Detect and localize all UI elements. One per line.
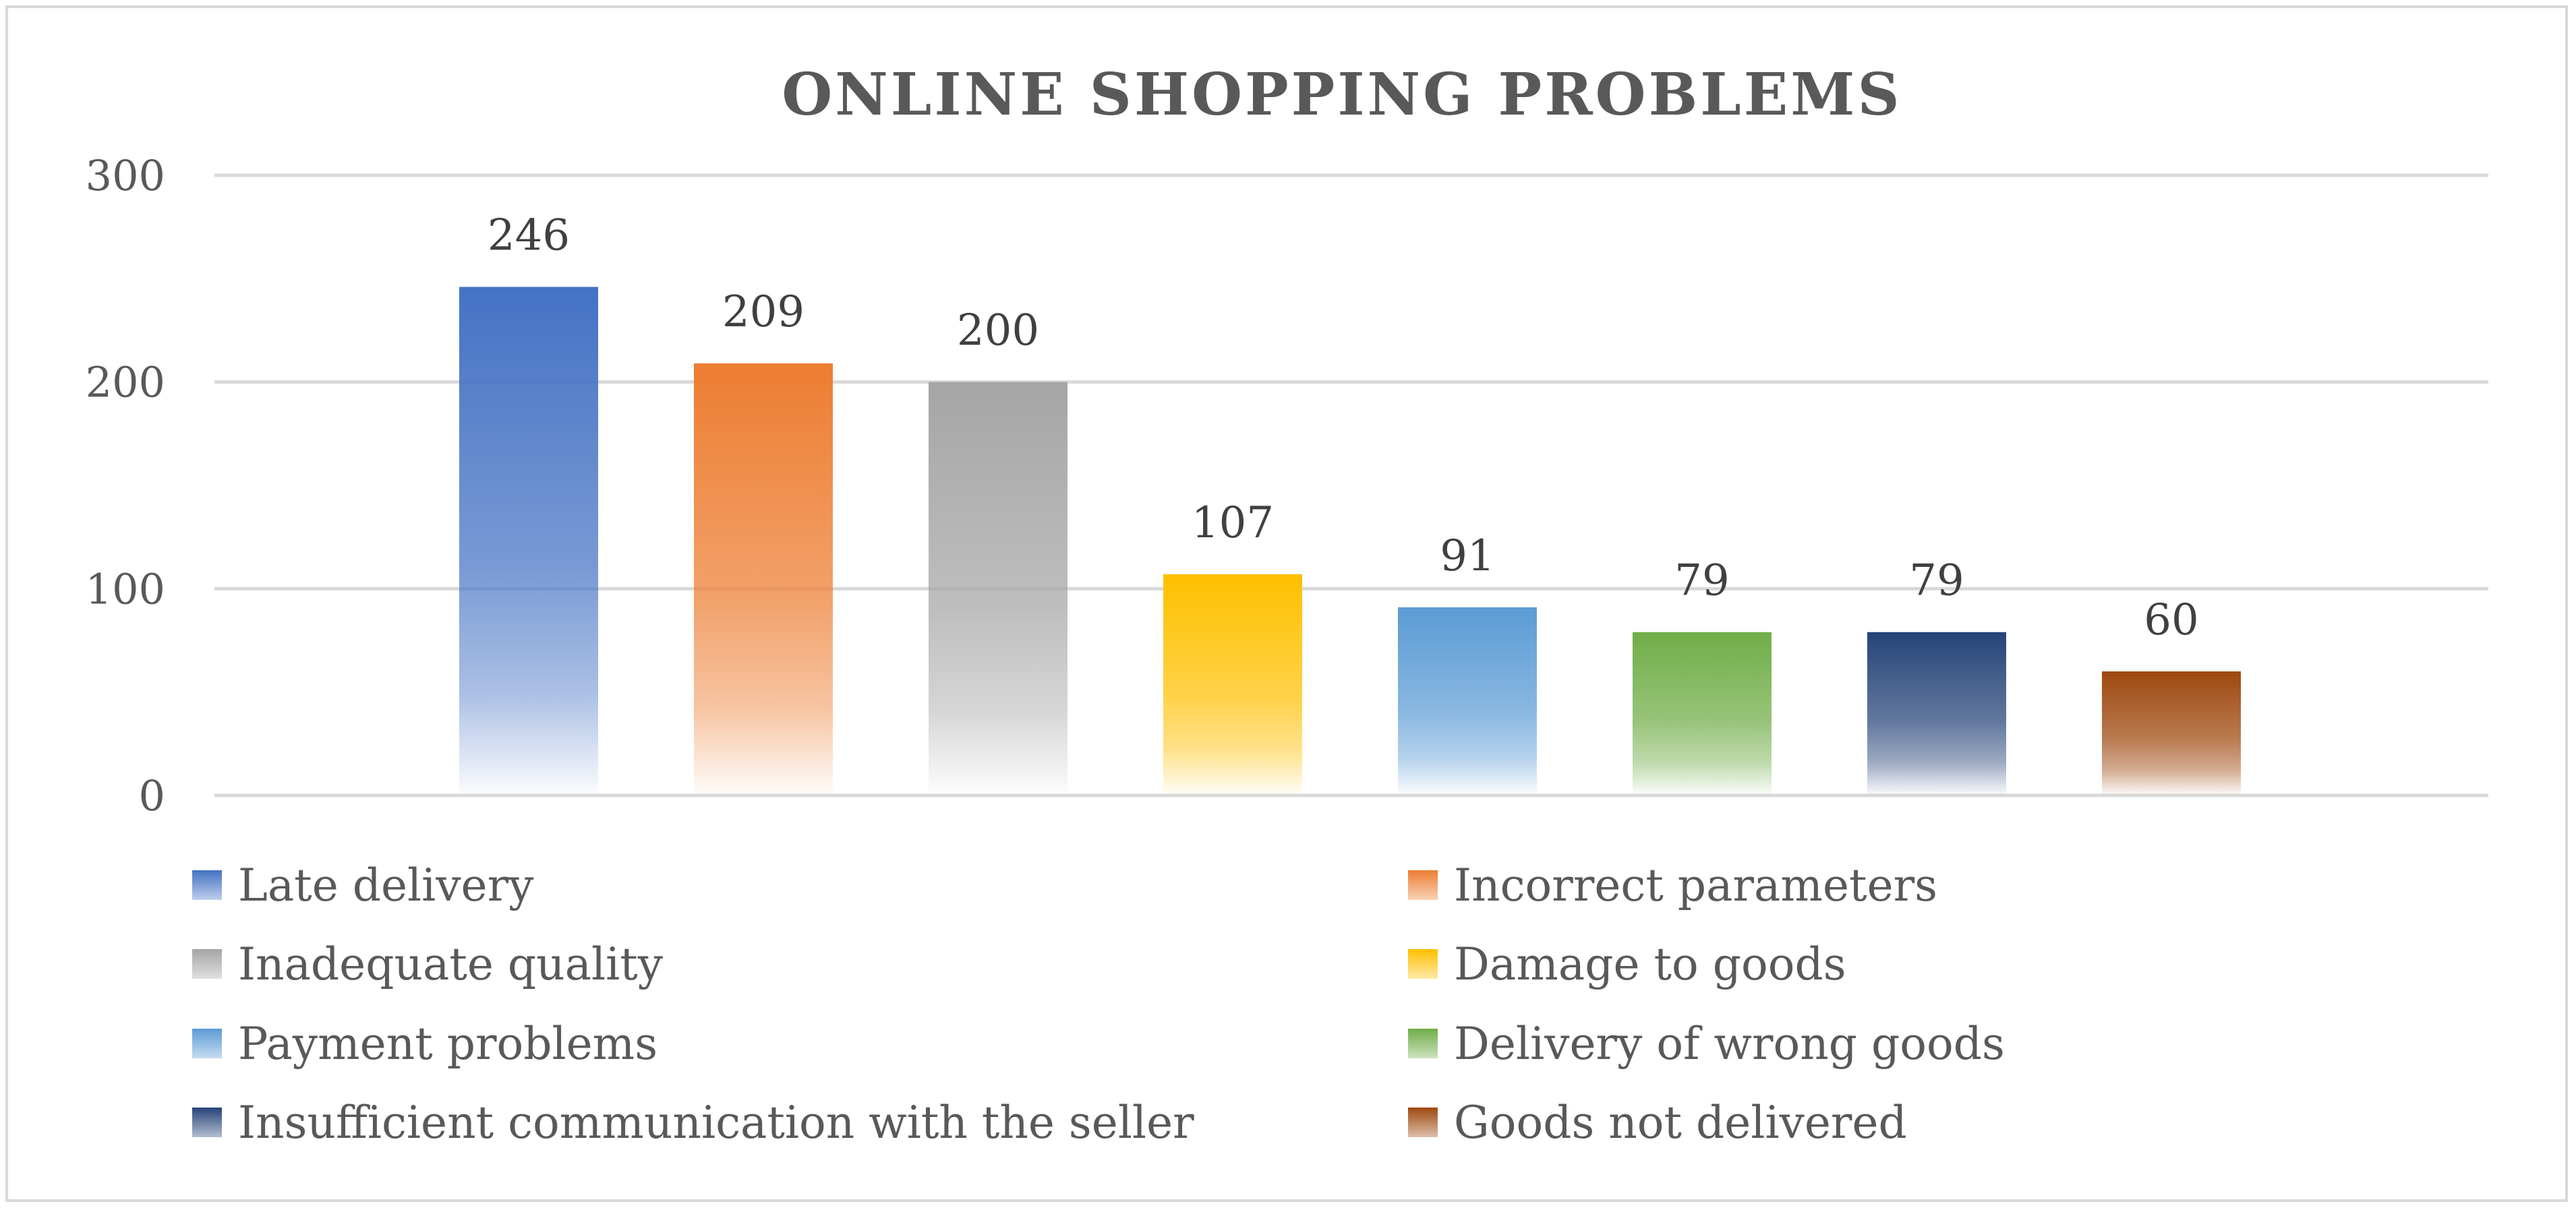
data-label: 200	[957, 306, 1039, 356]
data-labels: 246 209 200 107 91 79 79 60	[488, 211, 2199, 645]
legend-label: Insufficient communication with the sell…	[238, 1097, 1194, 1149]
chart-title: ONLINE SHOPPING PROBLEMS	[782, 61, 1902, 129]
data-label: 79	[1909, 556, 1964, 606]
bar-insufficient-communication-with-the-seller	[1867, 632, 2006, 795]
bar-payment-problems	[1398, 607, 1537, 795]
y-tick-label: 200	[86, 358, 165, 407]
y-tick-label: 0	[139, 771, 165, 820]
data-label: 60	[2144, 595, 2198, 645]
bar-damage-to-goods	[1163, 574, 1302, 795]
legend-item: Late delivery	[192, 859, 534, 911]
legend-swatch	[192, 1029, 222, 1058]
data-label: 246	[488, 211, 570, 261]
bar-goods-not-delivered	[2102, 671, 2241, 795]
legend-swatch	[1408, 1029, 1438, 1058]
y-tick-label: 100	[86, 564, 165, 613]
legend-item: Insufficient communication with the sell…	[192, 1097, 1194, 1149]
legend-label: Payment problems	[238, 1018, 657, 1070]
legend-swatch	[1408, 949, 1438, 979]
y-tick-label: 300	[86, 151, 165, 200]
bar-late-delivery	[459, 286, 598, 796]
legend-item: Incorrect parameters	[1408, 859, 1937, 911]
legend: Late delivery Incorrect parameters Inadequ…	[192, 859, 2005, 1149]
data-label: 91	[1440, 531, 1494, 581]
legend-label: Goods not delivered	[1454, 1097, 1907, 1149]
legend-swatch	[192, 870, 222, 900]
data-label: 209	[722, 287, 804, 337]
y-axis: 0 100 200 300	[86, 151, 165, 820]
bar-incorrect-parameters	[694, 363, 833, 795]
legend-label: Incorrect parameters	[1454, 859, 1937, 911]
legend-swatch	[1408, 870, 1438, 900]
data-label: 107	[1192, 498, 1274, 548]
legend-label: Delivery of wrong goods	[1454, 1018, 2005, 1070]
legend-item: Inadequate quality	[192, 938, 664, 990]
legend-swatch	[1408, 1108, 1438, 1137]
bar-inadequate-quality	[929, 382, 1067, 795]
legend-swatch	[192, 949, 222, 979]
legend-item: Damage to goods	[1408, 938, 1846, 990]
legend-label: Damage to goods	[1454, 938, 1846, 990]
bar-delivery-of-wrong-goods	[1633, 632, 1772, 795]
bars	[459, 286, 2241, 796]
legend-item: Goods not delivered	[1408, 1097, 1907, 1149]
legend-item: Payment problems	[192, 1018, 657, 1070]
legend-item: Delivery of wrong goods	[1408, 1018, 2005, 1070]
data-label: 79	[1674, 556, 1729, 606]
legend-swatch	[192, 1108, 222, 1137]
legend-label: Inadequate quality	[238, 938, 664, 990]
legend-label: Late delivery	[238, 859, 534, 911]
